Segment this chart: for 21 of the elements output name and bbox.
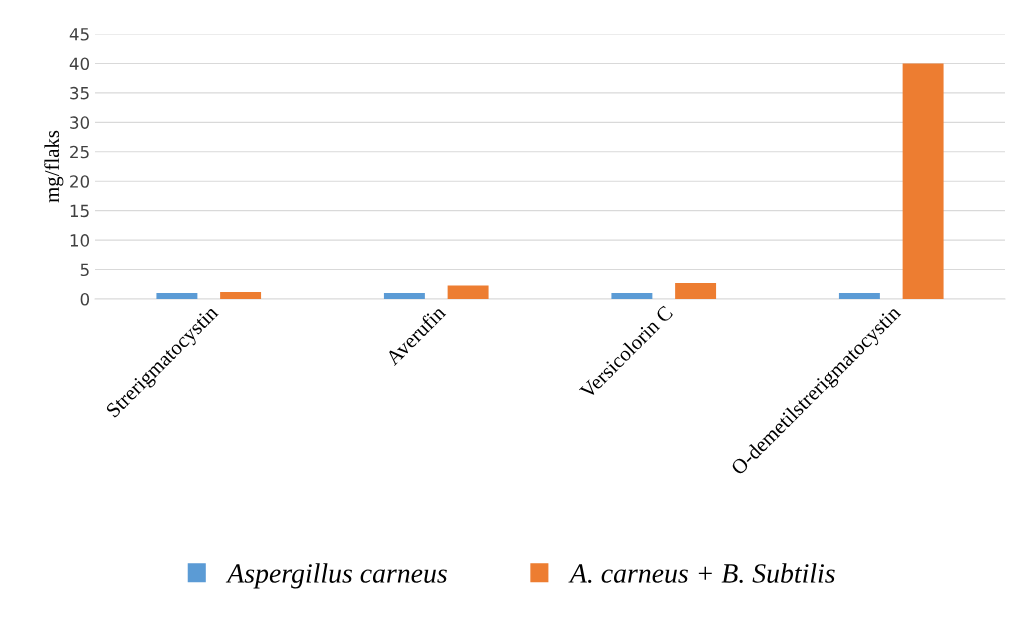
y-tick-label: 35 xyxy=(70,86,89,100)
y-tick-label: 5 xyxy=(80,263,89,277)
y-tick-label: 15 xyxy=(70,204,89,218)
bar xyxy=(447,285,489,299)
y-tick-label: 0 xyxy=(80,292,90,306)
y-tick-label: 20 xyxy=(70,175,90,188)
bar xyxy=(220,291,262,299)
y-tick-label: 30 xyxy=(70,116,90,129)
legend-label: A. carneus + B. Subtilis xyxy=(568,563,835,583)
y-tick-label: 40 xyxy=(69,57,90,71)
bar xyxy=(156,293,198,299)
y-tick-label: 45 xyxy=(69,28,89,41)
y-tick-label: 10 xyxy=(70,234,90,247)
bar xyxy=(611,293,653,299)
bar xyxy=(383,293,425,299)
bar xyxy=(838,293,880,299)
bar xyxy=(675,283,717,299)
legend-label: Aspergillus carneus xyxy=(225,563,447,589)
y-tick-label: 25 xyxy=(70,145,89,159)
y-axis-title: mg/flaks xyxy=(44,130,64,203)
bar xyxy=(902,63,944,299)
